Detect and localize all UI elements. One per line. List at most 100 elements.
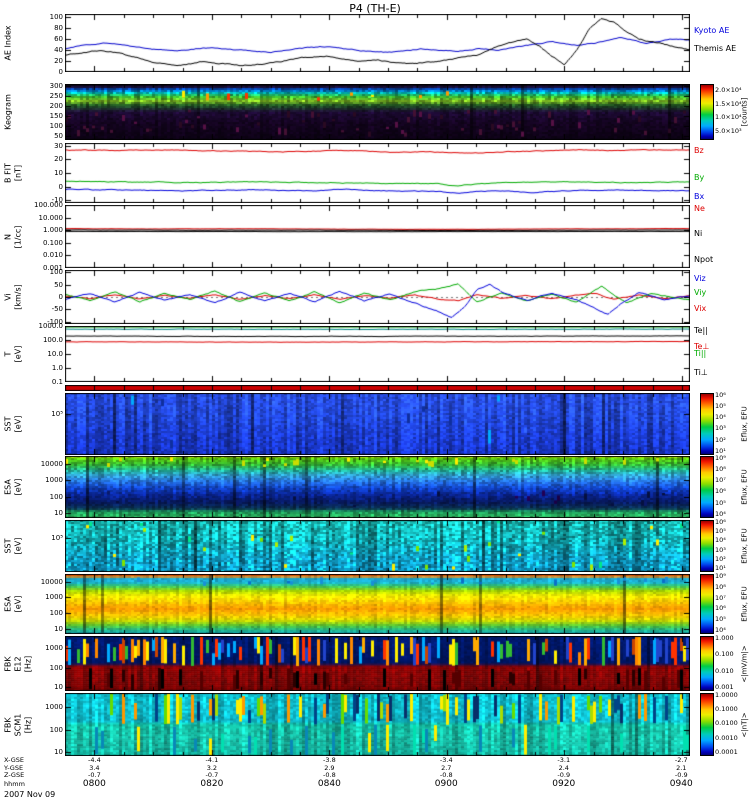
y-tick-label-esa_i: 100	[49, 492, 63, 501]
y-tick-label-bfit: 10	[54, 169, 63, 177]
panel-fbk_e-spectrogram	[65, 636, 690, 691]
colorbar-unit-label-fbk_b: <|nT|>	[740, 711, 749, 738]
y-tick-label-esa_i: 10	[54, 509, 63, 518]
y-tick-label-density: 100.000	[34, 201, 63, 209]
y-tick-label-ae: 40	[54, 45, 63, 54]
panel-left-label-velocity: Vi	[3, 293, 13, 301]
colorbar-tick-label: 10⁴	[715, 536, 726, 545]
ephemeris-value: -0.8	[439, 771, 453, 779]
colorbar-tick-label: 10²	[715, 435, 726, 444]
colorbar-tick-label: 10³	[715, 424, 726, 433]
colorbar-esa_e	[700, 574, 714, 634]
colorbar-unit-label-keogram: [counts]	[740, 97, 749, 127]
colorbar-tick-label: 10⁸	[715, 465, 726, 474]
colorbar-tick-label: 5.0×10³	[715, 126, 742, 135]
colorbar-tick-label: 10⁷	[715, 593, 726, 602]
series-label-Ne: Ne	[694, 204, 705, 214]
ephemeris-row-label-X-GSE: X-GSE	[4, 756, 24, 764]
panel-left-label-ae: AE Index	[3, 25, 13, 61]
colorbar-tick-label: 10⁶	[715, 517, 726, 526]
ephemeris-value: -0.7	[205, 771, 219, 779]
panel-left-label-density: N	[3, 233, 13, 240]
series-label-Te: Te||	[694, 325, 708, 335]
panel-flag-plot	[65, 385, 690, 391]
panel-temp-plot	[65, 326, 690, 382]
colorbar-fbk_e	[700, 636, 714, 691]
panel-left-label-temp: T	[3, 351, 13, 357]
panel-left-label-fbk_b: FBK	[3, 716, 13, 733]
series-label-By: By	[694, 173, 705, 183]
y-tick-label-esa_i: 1000	[45, 476, 63, 485]
ephemeris-value: 2.7	[441, 763, 452, 772]
ephemeris-value: -2.7	[674, 756, 688, 764]
series-label-Vix: Vix	[694, 303, 707, 313]
ephemeris-row-label-Z-GSE: Z-GSE	[4, 771, 25, 779]
colorbar-tick-label: 0.0100	[715, 719, 738, 728]
ephemeris-value: -0.8	[323, 771, 336, 779]
series-label-Viy: Viy	[694, 288, 707, 298]
time-tick-label: 0900	[434, 779, 458, 789]
series-label-Bz: Bz	[694, 146, 704, 156]
colorbar-tick-label: 10⁴	[715, 509, 726, 518]
y-tick-label-keogram: 50	[54, 132, 63, 140]
colorbar-sst_i	[700, 393, 714, 455]
y-tick-label-sst_i: 10⁵	[51, 410, 63, 419]
y-tick-label-keogram: 150	[49, 112, 63, 120]
panel-ae-plot	[65, 14, 690, 72]
panel-sst_i-spectrogram	[65, 393, 690, 455]
y-tick-label-density: 0.010	[42, 251, 63, 260]
series-label-Viz: Viz	[694, 274, 706, 284]
y-tick-label-bfit: -10	[51, 196, 63, 205]
y-tick-label-velocity: 100	[49, 268, 63, 277]
colorbar-tick-label: 0.0010	[715, 733, 738, 742]
colorbar-unit-label-sst_e: Eflux, EFU	[740, 528, 749, 564]
colorbar-tick-label: 10⁹	[715, 571, 726, 580]
colorbar-tick-label: 10¹	[715, 564, 726, 573]
y-tick-label-bfit: 0	[58, 182, 63, 191]
y-tick-label-ae: 60	[54, 34, 63, 43]
panel-esa_e-spectrogram	[65, 574, 690, 634]
colorbar-tick-label: 1.000	[715, 633, 734, 642]
series-label-Bx: Bx	[694, 191, 705, 201]
panel-left-label-sst_e: SST	[3, 538, 13, 554]
panel-left-label-esa_e: ESA	[3, 596, 13, 612]
panel-sst_e-spectrogram	[65, 520, 690, 572]
colorbar-tick-label: 10²	[715, 555, 726, 564]
y-tick-label-esa_e: 1000	[45, 593, 63, 602]
colorbar-tick-label: 10³	[715, 545, 726, 554]
y-tick-label-temp: 1.0	[51, 364, 63, 372]
series-label-KyotoAE: Kyoto AE	[694, 26, 730, 36]
y-tick-label-ae: 20	[54, 56, 63, 65]
colorbar-tick-label: 10⁴	[715, 413, 726, 422]
panel-left-label-bfit: B FIT	[3, 163, 13, 183]
colorbar-unit-label-esa_e: Eflux, EFU	[740, 586, 749, 622]
colorbar-tick-label: 10⁸	[715, 582, 726, 591]
series-label-Ti: Ti||	[694, 348, 707, 358]
colorbar-tick-label: 1.0000	[715, 691, 738, 700]
ephemeris-value: 3.4	[89, 763, 100, 772]
y-tick-label-keogram: 300	[49, 82, 63, 90]
ephemeris-value: 2.1	[676, 763, 687, 772]
ephemeris-value: -3.1	[557, 756, 571, 764]
y-tick-label-ae: 0	[58, 68, 63, 76]
y-tick-label-esa_e: 10000	[40, 577, 63, 586]
ephemeris-value: -3.4	[439, 756, 453, 764]
time-tick-label: 0800	[82, 779, 106, 789]
series-label-Ti: Ti⊥	[694, 367, 708, 377]
colorbar-tick-label: 2.0×10⁴	[715, 86, 742, 95]
series-label-ThemisAE: Themis AE	[694, 43, 737, 53]
colorbar-keogram	[700, 84, 714, 140]
colorbar-tick-label: 1.0×10⁴	[715, 113, 742, 122]
y-tick-label-velocity: 50	[54, 280, 63, 289]
y-tick-label-keogram: 100	[49, 122, 63, 130]
ephemeris-value: -4.1	[205, 756, 219, 764]
ephemeris-value: 3.2	[206, 763, 218, 772]
y-tick-label-bfit: 20	[54, 155, 63, 164]
colorbar-unit-label-esa_i: Eflux, EFU	[740, 469, 749, 505]
colorbar-unit-label-fbk_e: <|mV/m|>	[740, 644, 749, 683]
colorbar-tick-label: 10⁹	[715, 453, 726, 462]
y-tick-label-keogram: 250	[49, 92, 63, 100]
panel-left-label-sst_i: [eV]	[13, 415, 23, 433]
y-tick-label-keogram: 200	[49, 102, 63, 110]
